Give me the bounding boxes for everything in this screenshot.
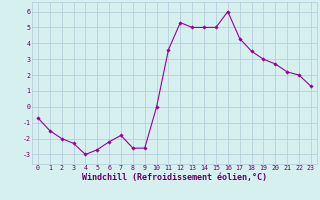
X-axis label: Windchill (Refroidissement éolien,°C): Windchill (Refroidissement éolien,°C) bbox=[82, 173, 267, 182]
